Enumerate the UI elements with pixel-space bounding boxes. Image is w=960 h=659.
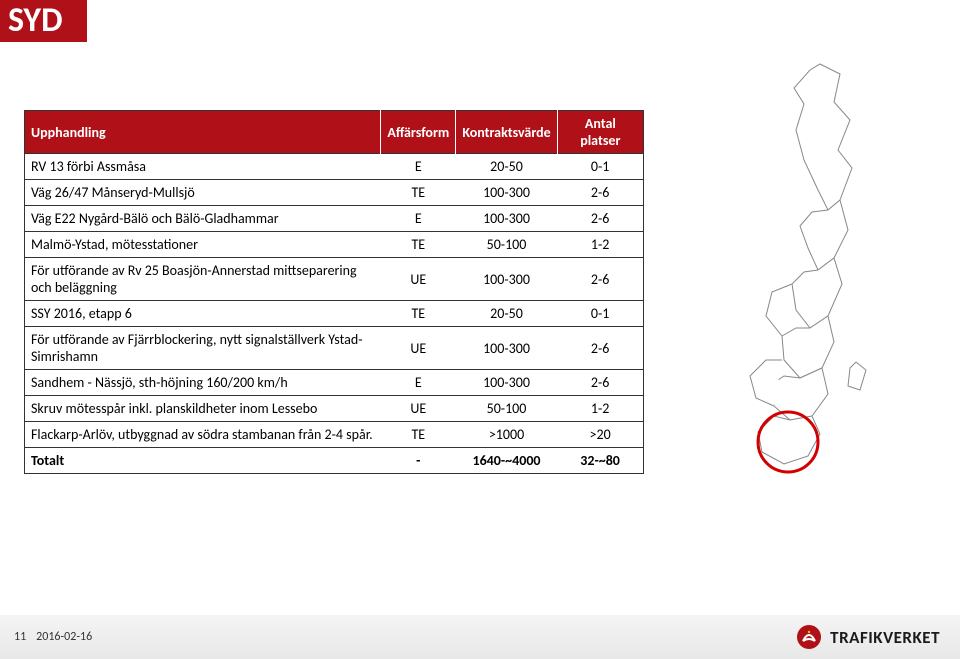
- page-number: 11: [14, 630, 26, 644]
- col-header-0: Upphandling: [25, 111, 381, 154]
- footer-date: 2016-02-16: [36, 630, 92, 644]
- cell: 0-1: [557, 154, 643, 180]
- sweden-map: [700, 60, 900, 490]
- cell: 100-300: [456, 206, 557, 232]
- cell: TE: [381, 301, 456, 327]
- table-row: Sandhem - Nässjö, sth-höjning 160/200 km…: [25, 370, 644, 396]
- table-row: Väg 26/47 Månseryd-Mullsjö TE 100-300 2-…: [25, 180, 644, 206]
- cell: Malmö-Ystad, mötesstationer: [25, 232, 381, 258]
- cell: 100-300: [456, 370, 557, 396]
- cell: 2-6: [557, 327, 643, 370]
- cell: 2-6: [557, 180, 643, 206]
- footer: 11 2016-02-16 TRAFIKVERKET: [0, 615, 960, 659]
- cell: 2-6: [557, 258, 643, 301]
- cell: TE: [381, 180, 456, 206]
- table-row: Flackarp-Arlöv, utbyggnad av södra stamb…: [25, 422, 644, 448]
- col-header-1: Affärsform: [381, 111, 456, 154]
- cell: Väg 26/47 Månseryd-Mullsjö: [25, 180, 381, 206]
- cell: Flackarp-Arlöv, utbyggnad av södra stamb…: [25, 422, 381, 448]
- table-row: Skruv mötesspår inkl. planskildheter ino…: [25, 396, 644, 422]
- table-total-row: Totalt - 1640-~4000 32-~80: [25, 448, 644, 474]
- cell: RV 13 förbi Assmåsa: [25, 154, 381, 180]
- cell: För utförande av Rv 25 Boasjön-Annerstad…: [25, 258, 381, 301]
- cell: 100-300: [456, 180, 557, 206]
- cell: 1-2: [557, 232, 643, 258]
- cell: 50-100: [456, 232, 557, 258]
- cell: UE: [381, 258, 456, 301]
- cell: TE: [381, 422, 456, 448]
- table-row: SSY 2016, etapp 6 TE 20-50 0-1: [25, 301, 644, 327]
- cell: UE: [381, 396, 456, 422]
- table-row: För utförande av Fjärrblockering, nytt s…: [25, 327, 644, 370]
- cell: >20: [557, 422, 643, 448]
- brand-icon: [796, 624, 822, 650]
- brand-text: TRAFIKVERKET: [830, 627, 940, 648]
- total-cell: -: [381, 448, 456, 474]
- cell: E: [381, 206, 456, 232]
- col-header-3: Antal platser: [557, 111, 643, 154]
- table-row: För utförande av Rv 25 Boasjön-Annerstad…: [25, 258, 644, 301]
- table-row: RV 13 förbi Assmåsa E 20-50 0-1: [25, 154, 644, 180]
- cell: Skruv mötesspår inkl. planskildheter ino…: [25, 396, 381, 422]
- table-container: Upphandling Affärsform Kontraktsvärde An…: [24, 110, 644, 474]
- cell: SSY 2016, etapp 6: [25, 301, 381, 327]
- cell: 100-300: [456, 258, 557, 301]
- cell: Sandhem - Nässjö, sth-höjning 160/200 km…: [25, 370, 381, 396]
- total-cell: Totalt: [25, 448, 381, 474]
- total-cell: 1640-~4000: [456, 448, 557, 474]
- cell: 20-50: [456, 301, 557, 327]
- cell: För utförande av Fjärrblockering, nytt s…: [25, 327, 381, 370]
- cell: >1000: [456, 422, 557, 448]
- cell: 50-100: [456, 396, 557, 422]
- brand: TRAFIKVERKET: [796, 624, 946, 650]
- table-row: Malmö-Ystad, mötesstationer TE 50-100 1-…: [25, 232, 644, 258]
- cell: 100-300: [456, 327, 557, 370]
- cell: UE: [381, 327, 456, 370]
- map-svg: [700, 60, 900, 490]
- procurement-table: Upphandling Affärsform Kontraktsvärde An…: [24, 110, 644, 474]
- col-header-2: Kontraktsvärde: [456, 111, 557, 154]
- table-header-row: Upphandling Affärsform Kontraktsvärde An…: [25, 111, 644, 154]
- cell: 1-2: [557, 396, 643, 422]
- table-row: Väg E22 Nygård-Bälö och Bälö-Gladhammar …: [25, 206, 644, 232]
- cell: TE: [381, 232, 456, 258]
- total-cell: 32-~80: [557, 448, 643, 474]
- page-title: SYD: [0, 0, 87, 42]
- cell: 0-1: [557, 301, 643, 327]
- cell: E: [381, 370, 456, 396]
- cell: Väg E22 Nygård-Bälö och Bälö-Gladhammar: [25, 206, 381, 232]
- cell: 2-6: [557, 206, 643, 232]
- cell: 20-50: [456, 154, 557, 180]
- cell: 2-6: [557, 370, 643, 396]
- cell: E: [381, 154, 456, 180]
